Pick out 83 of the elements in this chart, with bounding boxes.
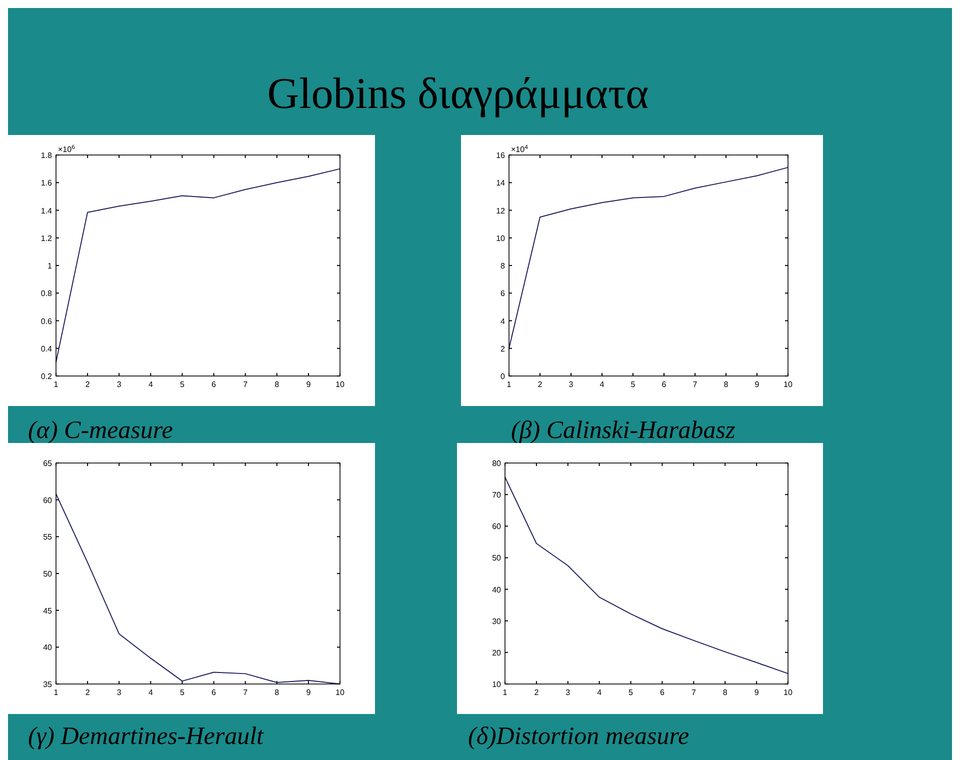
x-tick-label: 3: [116, 380, 122, 389]
y-tick-label: 1.2: [40, 234, 53, 243]
x-tick-label: 2: [85, 688, 90, 697]
x-tick-label: 3: [116, 688, 122, 697]
y-tick-label: 60: [492, 522, 502, 532]
x-tick-label: 10: [336, 688, 345, 697]
x-tick-label: 5: [180, 688, 185, 697]
x-tick-label: 1: [54, 380, 59, 389]
y-tick-label: 4: [500, 316, 506, 326]
y-tick-label: 70: [492, 490, 502, 500]
x-tick-label: 10: [784, 380, 793, 389]
y-tick-label: 80: [492, 459, 502, 468]
y-tick-label: 0.8: [40, 289, 53, 298]
x-tick-label: 6: [662, 380, 667, 389]
y-tick-label: 40: [492, 585, 502, 594]
x-tick-label: 8: [274, 380, 280, 389]
x-tick-label: 1: [506, 380, 512, 389]
y-tick-label: 45: [43, 606, 53, 616]
x-tick-label: 5: [628, 688, 634, 697]
x-tick-label: 6: [212, 380, 217, 389]
x-tick-label: 6: [660, 688, 665, 697]
y-tick-label: 12: [496, 206, 506, 216]
y-tick-label: 1.6: [40, 178, 53, 188]
x-tick-label: 9: [306, 380, 312, 389]
y-tick-label: 14: [496, 178, 506, 188]
y-tick-label: 6: [500, 289, 506, 298]
y-tick-label: 1.4: [40, 206, 53, 216]
x-axis-title: (α) C-measure: [28, 417, 173, 444]
x-axis-title: (δ)Distortion measure: [468, 723, 690, 750]
y-tick-label: 0.2: [40, 372, 53, 381]
x-tick-label: 4: [600, 380, 605, 389]
y-tick-label: 35: [43, 680, 53, 689]
x-tick-label: 9: [754, 688, 760, 697]
y-tick-label: 65: [43, 459, 53, 468]
x-tick-label: 7: [243, 380, 248, 389]
y-tick-label: 50: [43, 570, 53, 578]
y-tick-label: 60: [43, 496, 53, 505]
text: Globins διαγράμματα: [267, 69, 649, 118]
y-tick-label: 55: [43, 532, 53, 542]
x-axis-title: (γ) Demartines-Herault: [28, 723, 265, 750]
x-tick-label: 7: [691, 688, 696, 697]
y-tick-label: 20: [492, 648, 502, 658]
y-tick-label: 0.4: [40, 344, 53, 354]
x-tick-label: 1: [54, 688, 59, 697]
x-tick-label: 6: [212, 688, 217, 697]
y-tick-label: 1.8: [40, 151, 53, 160]
x-tick-label: 5: [180, 380, 185, 389]
y-tick-label: 30: [492, 616, 502, 626]
text: ×10$^{4}$: [511, 144, 529, 154]
x-tick-label: 2: [85, 380, 90, 389]
x-tick-label: 2: [534, 688, 540, 697]
y-tick-label: 8: [500, 262, 506, 270]
x-tick-label: 2: [538, 380, 543, 389]
y-tick-label: 10: [492, 680, 502, 689]
x-tick-label: 7: [243, 688, 248, 697]
x-tick-label: 8: [724, 380, 729, 389]
x-tick-label: 4: [148, 380, 154, 389]
x-tick-label: 5: [630, 380, 636, 389]
line-series: [56, 168, 340, 363]
y-tick-label: 10: [496, 234, 506, 243]
y-tick-label: 0.6: [40, 316, 53, 326]
y-tick-label: 40: [43, 643, 53, 652]
x-tick-label: 10: [784, 688, 793, 697]
x-tick-label: 4: [148, 688, 154, 697]
x-tick-label: 7: [692, 380, 698, 389]
line-series: [56, 493, 340, 684]
text: ×10$^{6}$: [58, 144, 76, 154]
y-tick-label: 50: [492, 554, 502, 563]
x-tick-label: 9: [306, 688, 312, 697]
x-tick-label: 3: [568, 380, 574, 389]
line-series: [504, 476, 788, 674]
x-tick-label: 9: [754, 380, 760, 389]
x-tick-label: 8: [722, 688, 728, 697]
line-series: [508, 166, 788, 349]
x-tick-label: 8: [274, 688, 280, 697]
y-tick-label: 0: [500, 372, 506, 381]
y-tick-label: 1: [48, 262, 53, 270]
x-tick-label: 4: [597, 688, 602, 697]
x-tick-label: 10: [336, 380, 345, 389]
x-axis-title: (β) Calinski-Harabasz: [511, 417, 736, 444]
y-tick-label: 16: [496, 151, 506, 160]
x-tick-label: 3: [566, 688, 571, 697]
y-tick-label: 2: [500, 344, 506, 354]
